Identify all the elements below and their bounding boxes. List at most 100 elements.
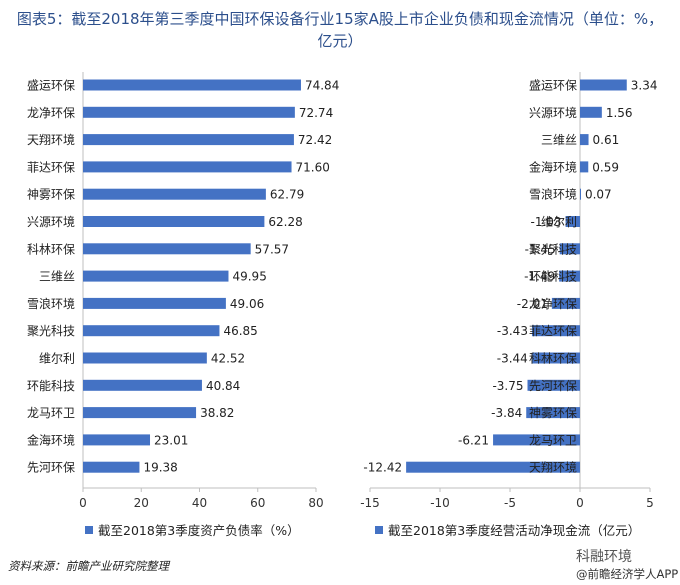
- right-bar: [527, 379, 580, 391]
- right-bar: [580, 161, 589, 173]
- right-category-label: 雪浪环境: [529, 187, 577, 202]
- right-legend-swatch: [375, 526, 383, 534]
- left-bar: [83, 79, 301, 91]
- right-category-label: 神雾环保: [529, 406, 577, 420]
- left-bar: [83, 325, 220, 337]
- left-category-label: 金海环境: [27, 432, 75, 447]
- right-value-label: -3.44: [497, 352, 528, 366]
- watermark-brand: 科融环境: [576, 549, 632, 565]
- right-value-label: -3.75: [492, 379, 523, 393]
- left-x-tick-label: 0: [79, 496, 87, 510]
- left-value-label: 71.60: [296, 160, 330, 174]
- right-bar: [551, 297, 580, 309]
- left-bar: [83, 270, 229, 282]
- right-bar: [580, 134, 589, 146]
- right-bar: [580, 106, 602, 118]
- right-category-label: 天翔环境: [529, 460, 577, 475]
- left-x-tick-label: 80: [308, 496, 323, 510]
- left-value-label: 62.79: [270, 188, 304, 202]
- right-value-label: -3.84: [491, 406, 522, 420]
- right-x-tick-label: 0: [576, 496, 584, 510]
- right-value-label: -1.45: [525, 242, 556, 256]
- left-value-label: 72.42: [298, 133, 332, 147]
- left-category-label: 龙净环保: [27, 106, 75, 120]
- right-value-label: 0.61: [593, 133, 620, 147]
- left-category-label: 科林环保: [27, 242, 75, 256]
- left-category-label: 雪浪环境: [27, 296, 75, 311]
- chart-title: 图表5：截至2018年第三季度中国环保设备行业15家A股上市企业负债和现金流情况…: [16, 10, 664, 50]
- left-category-label: 盛运环保: [27, 78, 75, 93]
- right-bar: [565, 216, 580, 227]
- source-note: 资料来源：前瞻产业研究院整理: [8, 559, 169, 573]
- right-bar: [531, 325, 580, 337]
- left-bar: [83, 461, 140, 473]
- right-value-label: -6.21: [458, 433, 489, 447]
- right-bar: [526, 407, 580, 419]
- right-value-label: 3.34: [631, 79, 658, 93]
- left-value-label: 40.84: [206, 379, 240, 393]
- left-value-label: 62.28: [268, 215, 302, 229]
- left-bar: [83, 161, 292, 173]
- right-category-label: 科林环保: [529, 352, 577, 366]
- left-value-label: 38.82: [200, 406, 234, 420]
- left-bar: [83, 379, 202, 391]
- left-bar: [83, 134, 294, 146]
- left-x-tick-label: 40: [192, 496, 207, 510]
- right-category-label: 聚光科技: [529, 242, 577, 256]
- left-value-label: 49.06: [230, 297, 264, 311]
- right-category-label: 维尔利: [541, 214, 577, 229]
- right-bar: [580, 79, 627, 91]
- left-value-label: 74.84: [305, 79, 339, 93]
- left-value-label: 42.52: [211, 352, 245, 366]
- left-category-label: 菲达环保: [27, 160, 75, 174]
- left-bar: [83, 352, 207, 364]
- right-x-tick-label: -15: [360, 496, 380, 510]
- right-x-tick-label: -10: [430, 496, 450, 510]
- left-category-label: 天翔环境: [27, 132, 75, 147]
- left-category-label: 兴源环境: [27, 214, 75, 229]
- left-bar: [83, 407, 197, 419]
- right-category-label: 三维丝: [541, 133, 577, 147]
- right-x-tick-label: -5: [504, 496, 516, 510]
- right-category-label: 龙净环保: [529, 297, 577, 311]
- right-category-label: 龙马环卫: [529, 433, 577, 447]
- right-value-label: 1.56: [606, 106, 633, 120]
- right-bar: [493, 434, 580, 446]
- left-legend-label: 截至2018第3季度资产负债率（%）: [98, 523, 300, 538]
- right-bar: [580, 188, 581, 200]
- right-value-label: -12.42: [363, 461, 402, 475]
- right-category-label: 环能科技: [529, 270, 577, 284]
- left-category-label: 龙马环卫: [27, 406, 75, 420]
- left-x-tick-label: 60: [250, 496, 265, 510]
- right-value-label: -1.49: [524, 270, 555, 284]
- left-category-label: 三维丝: [39, 270, 75, 284]
- right-x-tick-label: 5: [646, 496, 654, 510]
- watermark-app: @前瞻经济学人APP: [576, 567, 679, 581]
- right-value-label: -1.03: [531, 215, 562, 229]
- right-value-label: -3.43: [497, 324, 528, 338]
- left-bar: [83, 434, 151, 446]
- right-value-label: -2.01: [517, 297, 548, 311]
- left-bar: [83, 216, 265, 227]
- left-bar: [83, 243, 251, 255]
- left-bar: [83, 106, 295, 118]
- right-category-label: 菲达环保: [529, 324, 577, 338]
- left-value-label: 72.74: [299, 106, 333, 120]
- left-bar: [83, 297, 226, 309]
- left-category-label: 环能科技: [27, 379, 75, 393]
- right-value-label: 0.59: [592, 160, 619, 174]
- left-value-label: 19.38: [143, 461, 177, 475]
- right-category-label: 兴源环境: [529, 105, 577, 120]
- right-bar: [531, 352, 580, 364]
- right-bar: [406, 461, 580, 473]
- left-value-label: 46.85: [223, 324, 257, 338]
- right-bar: [559, 270, 580, 282]
- left-value-label: 57.57: [255, 242, 289, 256]
- left-legend-swatch: [85, 526, 93, 534]
- left-category-label: 先河环保: [27, 461, 75, 475]
- left-value-label: 49.95: [232, 270, 266, 284]
- right-category-label: 盛运环保: [529, 78, 577, 93]
- left-category-label: 维尔利: [39, 351, 75, 366]
- left-bar: [83, 188, 266, 200]
